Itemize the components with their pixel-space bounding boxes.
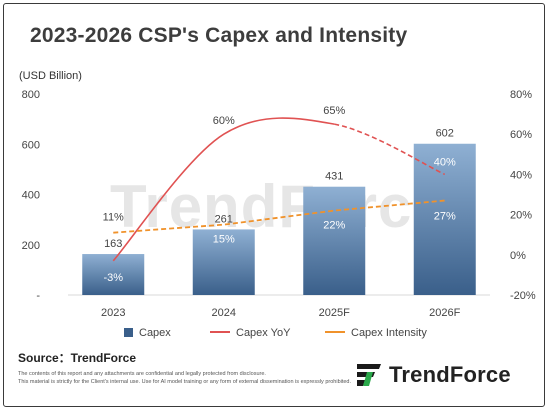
capex-intensity-data-label: 27% — [434, 211, 456, 223]
capex-yoy-data-label: 65% — [323, 105, 345, 117]
capex-yoy-data-label: -3% — [103, 272, 123, 284]
logo-mark-icon — [357, 364, 381, 386]
capex-bar — [192, 229, 255, 295]
left-axis-tick: 800 — [22, 89, 40, 101]
capex-bar — [82, 254, 145, 295]
legend-capex-yoy-label: Capex YoY — [236, 327, 291, 339]
x-axis-tick: 2023 — [101, 307, 125, 319]
source-note: Source：TrendForce — [18, 351, 137, 365]
right-axis-tick: 20% — [510, 210, 532, 222]
right-axis-tick: 60% — [510, 129, 532, 141]
capex-yoy-line-forecast — [334, 123, 446, 176]
capex-intensity-line — [113, 199, 445, 234]
capex-data-label: 431 — [325, 171, 343, 183]
left-axis-tick: 400 — [22, 190, 40, 202]
capex-yoy-data-label: 40% — [434, 156, 456, 168]
capex-intensity-data-label: 15% — [213, 234, 235, 246]
legend-capex-swatch — [124, 328, 133, 337]
capex-data-label: 163 — [104, 238, 122, 250]
capex-bar — [303, 186, 366, 295]
capex-yoy-line — [112, 117, 335, 262]
capex-intensity-data-label: 11% — [103, 212, 124, 224]
right-axis-tick: 40% — [510, 169, 532, 181]
right-axis-tick: 0% — [510, 250, 526, 262]
capex-yoy-data-label: 60% — [213, 115, 235, 127]
capex-data-label: 602 — [436, 128, 454, 140]
trendforce-logo: TrendForce — [355, 362, 511, 388]
legend-capex-intensity-label: Capex Intensity — [351, 327, 427, 339]
left-axis-unit: (USD Billion) — [19, 70, 82, 82]
left-axis-tick: 200 — [22, 240, 40, 252]
left-axis-tick: 600 — [22, 139, 40, 151]
capex-bar — [413, 143, 476, 295]
right-axis-tick: 80% — [510, 89, 532, 101]
chart-title: 2023-2026 CSP's Capex and Intensity — [30, 24, 408, 47]
disclaimer-line-1: The contents of this report and any atta… — [18, 371, 266, 377]
x-axis-tick: 2026F — [429, 307, 460, 319]
disclaimer-line-2: This material is strictly for the Client… — [18, 379, 352, 385]
logo-text: TrendForce — [389, 362, 511, 387]
x-axis-tick: 2024 — [212, 307, 236, 319]
right-axis-tick: -20% — [510, 290, 536, 302]
capex-intensity-data-label: 22% — [323, 220, 345, 232]
x-axis-tick: 2025F — [319, 307, 350, 319]
capex-data-label: 261 — [215, 213, 233, 225]
legend-capex-label: Capex — [139, 327, 171, 339]
left-axis-tick: - — [36, 290, 40, 302]
